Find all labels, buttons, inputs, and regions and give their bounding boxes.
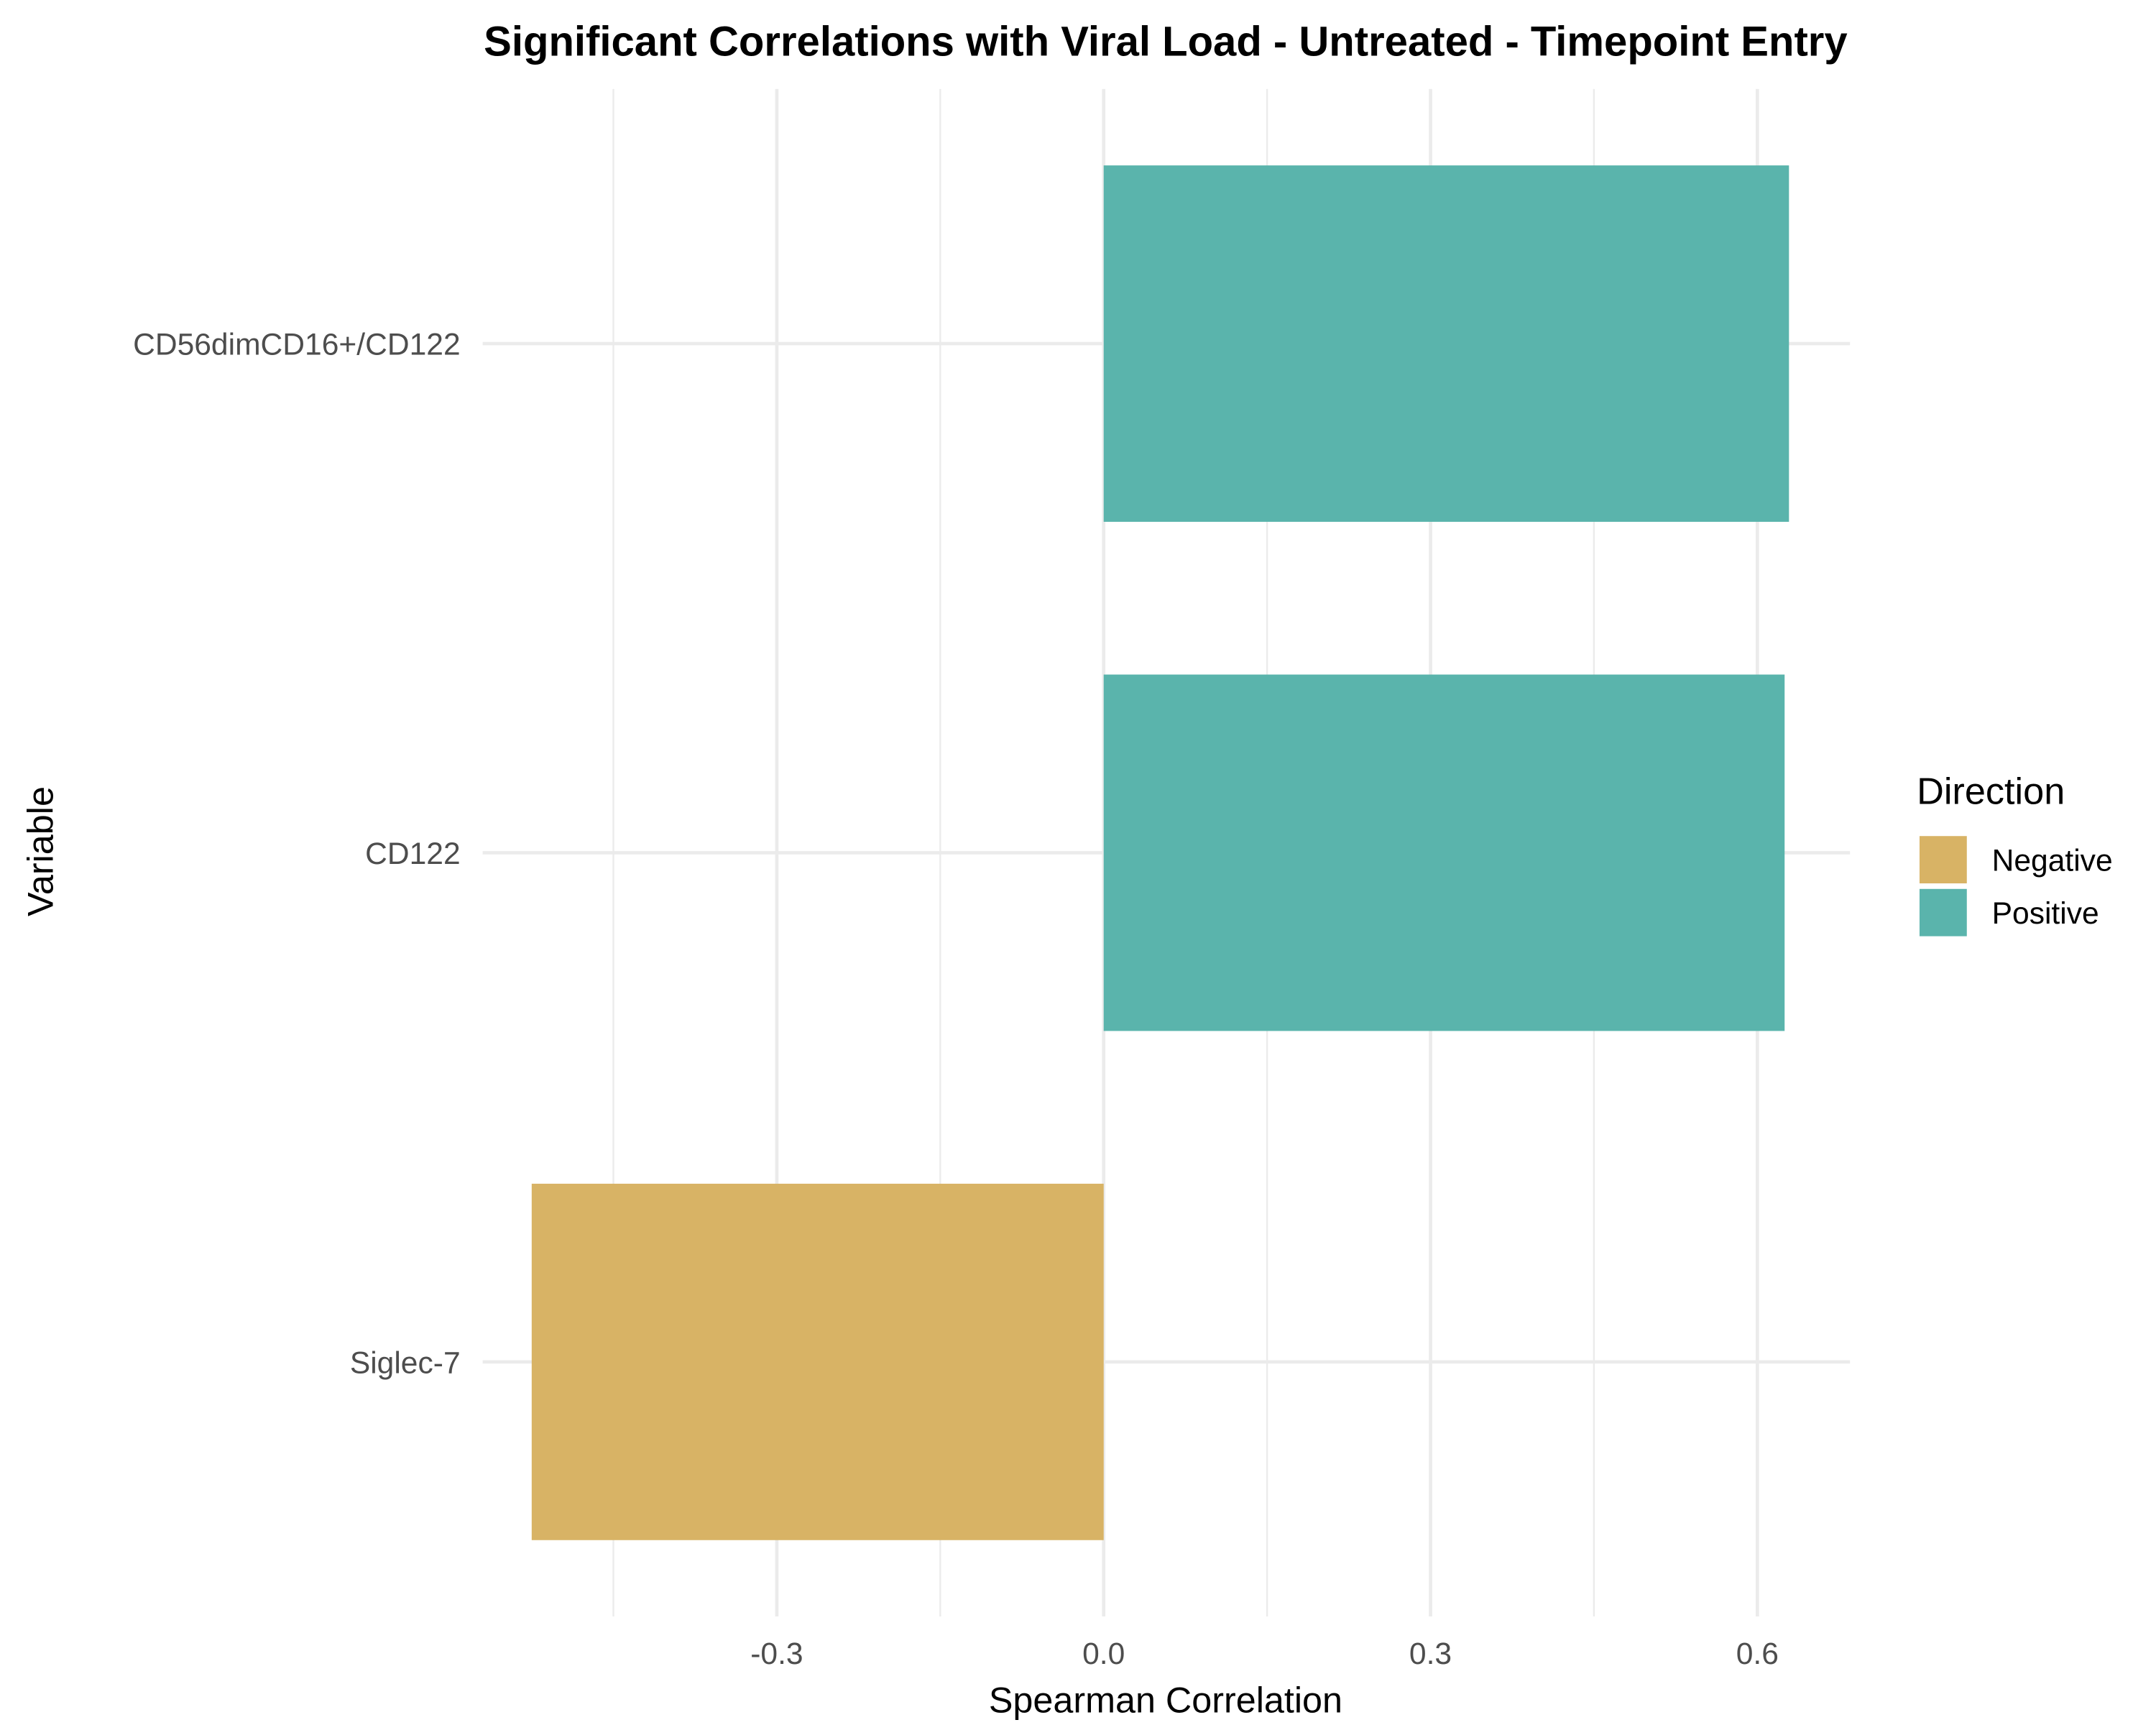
y-tick-label: Siglec-7 [350, 1346, 461, 1380]
legend-title: Direction [1917, 771, 2065, 813]
x-tick-label: 0.0 [1082, 1637, 1125, 1671]
y-tick-label: CD122 [365, 837, 461, 871]
legend-swatch-negative [1919, 836, 1967, 884]
x-tick-label: 0.3 [1409, 1637, 1452, 1671]
bars [531, 165, 1789, 1540]
y-tick-labels: CD56dimCD16+/CD122 CD122 Siglec-7 [133, 328, 461, 1381]
legend-swatch-positive [1919, 888, 1967, 937]
legend-label-positive: Positive [1992, 896, 2099, 931]
x-tick-label: 0.6 [1736, 1637, 1779, 1671]
legend-label-negative: Negative [1992, 844, 2113, 878]
bar-cd122 [1103, 674, 1785, 1031]
x-axis-title: Spearman Correlation [989, 1680, 1342, 1721]
x-tick-labels: -0.3 0.0 0.3 0.6 [750, 1637, 1779, 1671]
legend: Direction Negative Positive [1917, 771, 2113, 937]
y-tick-label: CD56dimCD16+/CD122 [133, 328, 461, 362]
bar-siglec-7 [531, 1183, 1104, 1540]
bar-cd56dimcd16-cd122 [1103, 165, 1789, 522]
y-axis-title: Variable [20, 786, 61, 916]
x-tick-label: -0.3 [750, 1637, 803, 1671]
chart-title: Significant Correlations with Viral Load… [484, 18, 1848, 65]
